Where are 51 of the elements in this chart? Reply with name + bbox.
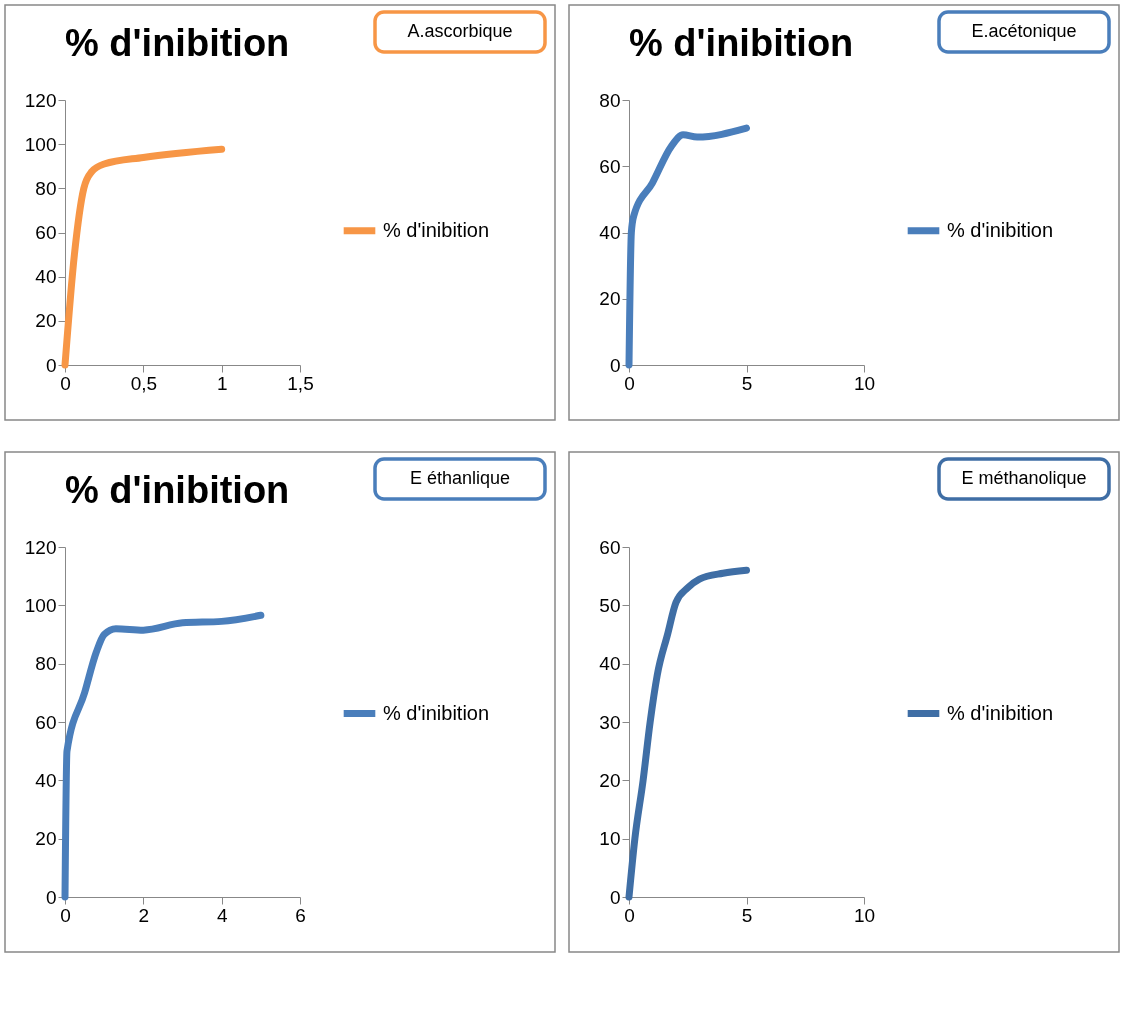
y-tick-label: 120 bbox=[24, 536, 57, 558]
y-tick-label: 40 bbox=[599, 222, 621, 243]
y-tick-label: 40 bbox=[35, 769, 57, 791]
x-tick-label: 6 bbox=[295, 904, 306, 926]
y-tick-label: 40 bbox=[599, 653, 621, 675]
x-tick-label: 2 bbox=[138, 904, 150, 926]
legend-label: % d'inibition bbox=[947, 218, 1054, 241]
y-tick-label: 120 bbox=[24, 89, 57, 111]
chart-title: % d'inibition bbox=[65, 469, 290, 511]
y-tick-label: 0 bbox=[45, 354, 57, 376]
text: E.acétonique bbox=[971, 21, 1077, 41]
x-tick-label: 5 bbox=[741, 904, 753, 926]
x-tick-label: 0 bbox=[60, 372, 71, 394]
text: E méthanolique bbox=[961, 468, 1087, 488]
y-tick-label: 100 bbox=[24, 594, 57, 616]
y-tick-label: 0 bbox=[45, 886, 57, 908]
legend-label: % d'inibition bbox=[383, 701, 490, 724]
y-tick-label: 0 bbox=[609, 886, 621, 908]
y-tick-label: 80 bbox=[35, 177, 57, 199]
y-tick-label: 40 bbox=[35, 266, 57, 288]
y-tick-label: 80 bbox=[35, 653, 57, 675]
y-tick-label: 100 bbox=[24, 133, 57, 155]
y-tick-label: 50 bbox=[599, 594, 621, 616]
y-tick-label: 60 bbox=[599, 155, 621, 177]
y-tick-label: 60 bbox=[35, 711, 57, 733]
legend-label: % d'inibition bbox=[947, 701, 1054, 724]
x-tick-label: 0 bbox=[624, 904, 635, 926]
x-tick-label: 4 bbox=[216, 904, 228, 926]
y-tick-label: 20 bbox=[35, 828, 57, 850]
y-tick-label: 10 bbox=[599, 828, 621, 850]
text: E éthanlique bbox=[409, 468, 511, 488]
x-tick-label: 0 bbox=[624, 372, 635, 394]
x-tick-label: 10 bbox=[853, 904, 876, 926]
y-tick-label: 20 bbox=[599, 769, 621, 791]
chart-title: % d'inibition bbox=[629, 22, 854, 64]
y-tick-label: 60 bbox=[35, 222, 57, 243]
x-tick-label: 10 bbox=[853, 372, 876, 394]
x-tick-label: 1 bbox=[216, 372, 228, 394]
y-tick-label: 30 bbox=[599, 711, 621, 733]
x-tick-label: 5 bbox=[741, 372, 753, 394]
y-tick-label: 80 bbox=[599, 89, 621, 111]
y-tick-label: 20 bbox=[35, 310, 57, 332]
x-tick-label: 0,5 bbox=[130, 372, 158, 394]
y-tick-label: 0 bbox=[609, 354, 621, 376]
x-tick-label: 0 bbox=[60, 904, 71, 926]
y-tick-label: 60 bbox=[599, 536, 621, 558]
chart-title: % d'inibition bbox=[65, 22, 290, 64]
x-tick-label: 1,5 bbox=[287, 372, 314, 394]
text: A.ascorbique bbox=[407, 21, 513, 41]
y-tick-label: 20 bbox=[599, 288, 621, 310]
legend-label: % d'inibition bbox=[383, 218, 490, 241]
